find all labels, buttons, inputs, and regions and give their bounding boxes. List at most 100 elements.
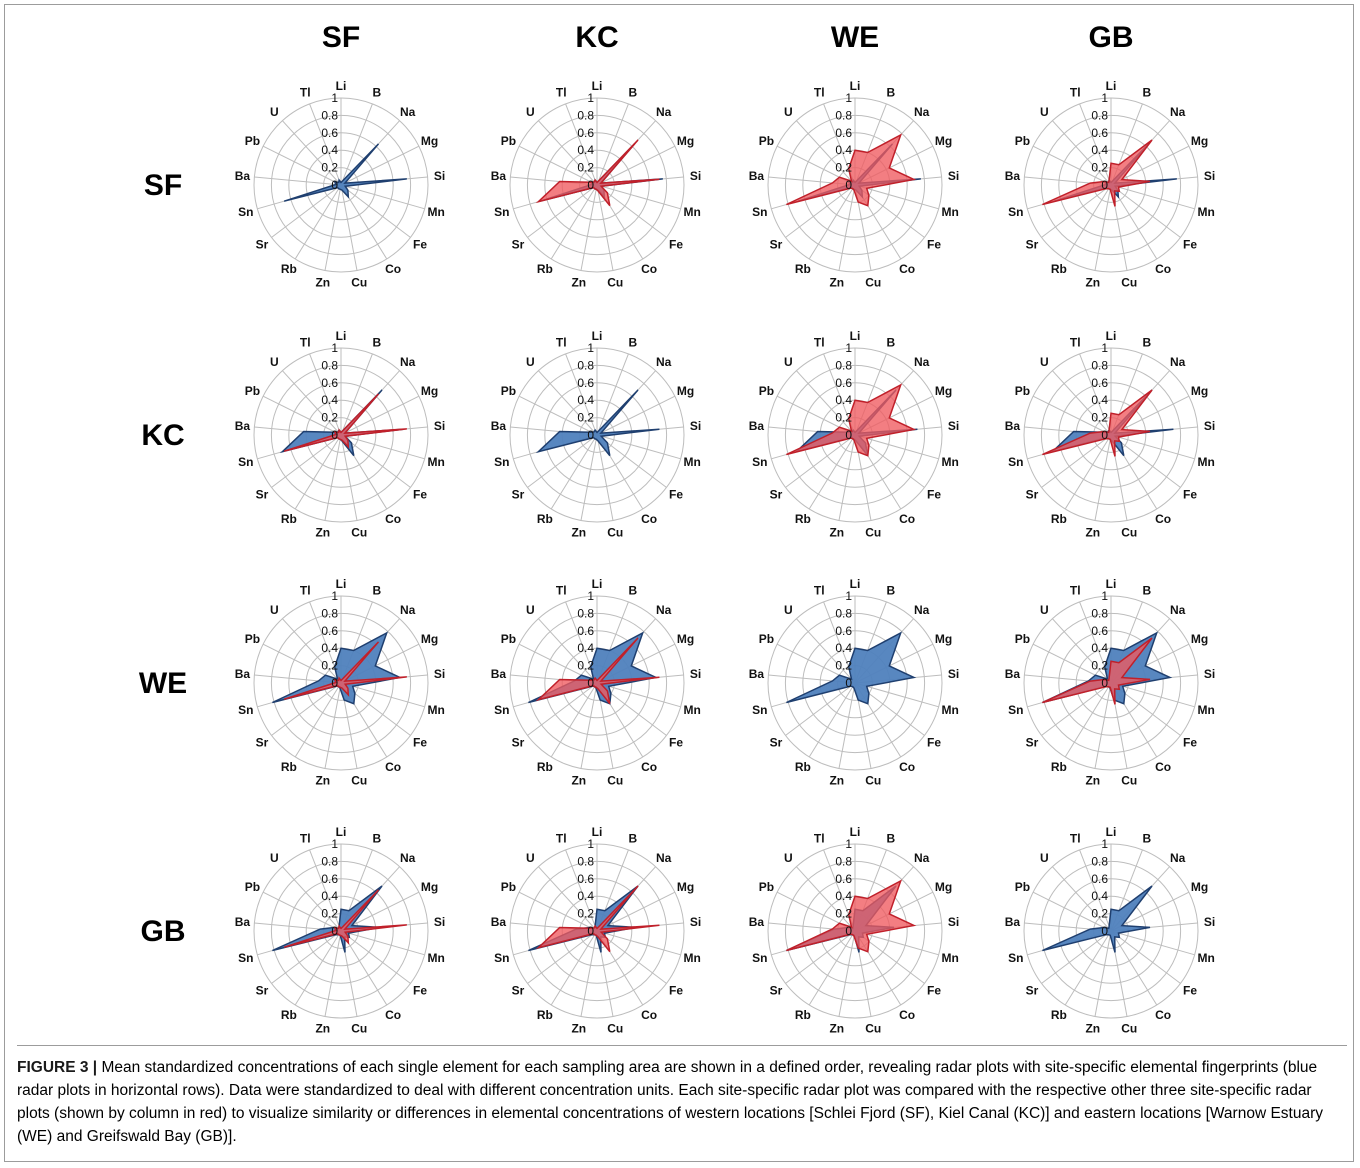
radial-tick-label: 0.2	[1091, 161, 1108, 175]
grid-spoke	[527, 930, 598, 984]
grid-spoke	[838, 930, 856, 1017]
radar-panel-we-vs-gb: 0 0.2 0.4 0.6 0.8 1Li B Na Mg Si Mn Fe Co Cu Zn Rb Sr Sn B…	[1005, 577, 1216, 787]
axis-label-b: B	[372, 86, 381, 100]
axis-label-b: B	[1142, 584, 1151, 598]
grid-spoke	[271, 184, 342, 238]
radial-tick-label: 0.2	[835, 411, 852, 425]
axis-label-si: Si	[1204, 169, 1215, 183]
grid-spoke	[1052, 120, 1112, 186]
radial-tick-label: 0.6	[1091, 376, 1108, 390]
grid-spoke	[324, 682, 342, 769]
axis-label-li: Li	[336, 577, 347, 591]
radar-panel-we-vs-kc: 0 0.2 0.4 0.6 0.8 1Li B Na Mg Si Mn Fe Co Cu Zn Rb Sr Sn B…	[491, 577, 702, 787]
radial-tick-label: 0.8	[835, 358, 852, 372]
series-we-blue	[528, 631, 659, 705]
grid-spoke	[309, 849, 342, 932]
axis-label-mg: Mg	[935, 134, 952, 148]
grid-spoke	[565, 103, 598, 186]
radial-tick-label: 0	[587, 924, 594, 938]
radial-tick-label: 0.4	[835, 393, 852, 407]
grid-spoke	[596, 103, 629, 186]
grid-spoke	[1094, 434, 1112, 521]
radial-tick-label: 0.4	[577, 889, 594, 903]
grid-spoke	[808, 184, 856, 260]
axis-label-cu: Cu	[351, 1021, 367, 1035]
axis-label-fe: Fe	[413, 238, 427, 252]
axis-label-rb: Rb	[281, 262, 297, 276]
radial-tick-label: 0.6	[835, 872, 852, 886]
axis-label-u: U	[784, 105, 793, 119]
grid-spoke	[518, 145, 598, 186]
axis-label-ba: Ba	[749, 419, 765, 433]
axis-label-fe: Fe	[669, 238, 683, 252]
axis-label-si: Si	[948, 419, 959, 433]
axis-label-mn: Mn	[1198, 205, 1215, 219]
axis-label-pb: Pb	[1015, 134, 1030, 148]
axis-label-ba: Ba	[491, 419, 507, 433]
axis-label-na: Na	[656, 105, 672, 119]
axis-label-rb: Rb	[537, 512, 553, 526]
grid-spoke	[271, 434, 342, 488]
axis-label-ba: Ba	[1005, 419, 1021, 433]
axis-label-sn: Sn	[494, 703, 509, 717]
grid-spoke	[294, 434, 342, 510]
axis-label-mn: Mn	[1198, 455, 1215, 469]
axis-label-fe: Fe	[669, 488, 683, 502]
axis-label-fe: Fe	[413, 736, 427, 750]
axis-label-li: Li	[1106, 79, 1117, 93]
axis-label-na: Na	[400, 603, 416, 617]
axis-label-u: U	[1040, 851, 1049, 865]
axis-label-mn: Mn	[684, 455, 701, 469]
grid-spoke	[1110, 395, 1190, 436]
grid-spoke	[1032, 891, 1112, 932]
axis-label-cu: Cu	[1121, 525, 1137, 539]
grid-spoke	[550, 434, 598, 510]
series-sf-red	[283, 889, 407, 948]
grid-spoke	[538, 370, 598, 436]
axis-label-pb: Pb	[1015, 384, 1030, 398]
radial-tick-label: 1	[331, 589, 338, 603]
radial-tick-label: 0	[1101, 178, 1108, 192]
axis-label-na: Na	[656, 355, 672, 369]
grid-spoke	[1110, 930, 1181, 984]
radial-tick-label: 0	[331, 676, 338, 690]
axis-label-sn: Sn	[752, 455, 767, 469]
axis-label-ba: Ba	[491, 915, 507, 929]
grid-spoke	[796, 618, 856, 684]
grid-spoke	[538, 618, 598, 684]
radial-tick-label: 0.4	[321, 641, 338, 655]
axis-label-mn: Mn	[942, 455, 959, 469]
axis-label-co: Co	[899, 512, 915, 526]
grid-spoke	[1110, 682, 1195, 708]
axis-label-ba: Ba	[749, 667, 765, 681]
series-we-blue	[786, 631, 917, 705]
axis-label-co: Co	[1155, 1008, 1171, 1022]
grid-spoke	[1064, 682, 1112, 758]
radial-tick-label: 0.6	[835, 376, 852, 390]
axis-label-si: Si	[690, 169, 701, 183]
grid-spoke	[596, 353, 629, 436]
grid-spoke	[294, 184, 342, 260]
radial-tick-label: 0.6	[835, 126, 852, 140]
radial-tick-label: 1	[587, 837, 594, 851]
grid-spoke	[808, 930, 856, 1006]
row-header-sf: SF	[144, 169, 182, 202]
axis-label-ba: Ba	[235, 915, 251, 929]
axis-label-sn: Sn	[752, 951, 767, 965]
axis-label-sr: Sr	[256, 984, 269, 998]
radar-panel-gb-vs-we: 0 0.2 0.4 0.6 0.8 1Li B Na Mg Si Mn Fe Co Cu Zn Rb Sr Sn B…	[749, 825, 960, 1035]
grid-spoke	[262, 395, 342, 436]
axis-label-zn: Zn	[829, 525, 844, 539]
series-sf-red	[283, 393, 407, 452]
radial-tick-label: 0.8	[1091, 606, 1108, 620]
axis-label-u: U	[270, 105, 279, 119]
axis-label-pb: Pb	[245, 384, 260, 398]
axis-label-mg: Mg	[677, 384, 694, 398]
radial-tick-label: 0.2	[321, 659, 338, 673]
axis-label-pb: Pb	[759, 134, 774, 148]
radar-panel-we-vs-sf: 0 0.2 0.4 0.6 0.8 1Li B Na Mg Si Mn Fe Co Cu Zn Rb Sr Sn B…	[235, 577, 446, 787]
row-header-we: WE	[139, 667, 187, 700]
axis-label-na: Na	[656, 603, 672, 617]
axis-label-sn: Sn	[238, 951, 253, 965]
axis-label-co: Co	[641, 262, 657, 276]
